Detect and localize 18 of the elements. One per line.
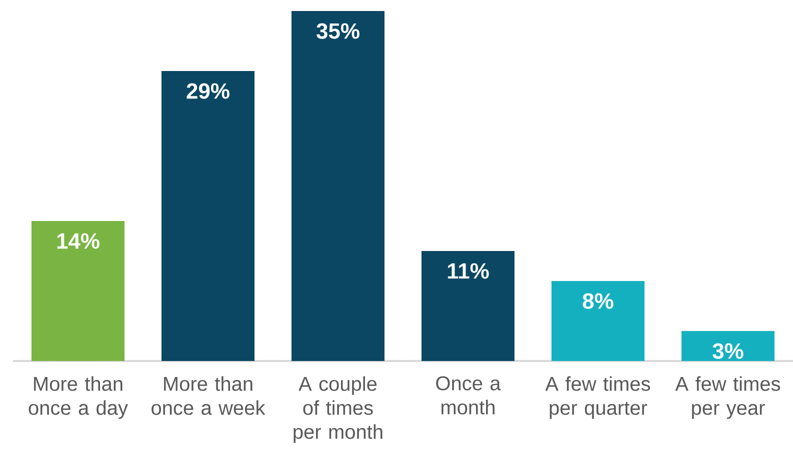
data-label: 35% xyxy=(316,23,360,39)
x-tick-label: More than once a day xyxy=(28,376,128,419)
bar xyxy=(552,280,644,361)
x-tick-label: Once a month xyxy=(436,376,501,414)
x-tick-label: A couple of times per month xyxy=(294,376,382,443)
data-label: 29% xyxy=(186,83,230,99)
bar xyxy=(162,70,255,361)
data-label: 14% xyxy=(57,233,100,249)
bar xyxy=(32,220,125,361)
x-tick-label: A few times per year xyxy=(675,376,780,419)
x-tick-label: A few times per quarter xyxy=(545,376,650,419)
data-label: 11% xyxy=(448,263,489,279)
data-label: 8% xyxy=(582,293,614,309)
data-label: 3% xyxy=(712,343,744,359)
x-tick-label: More than once a week xyxy=(152,376,266,415)
bar xyxy=(681,330,774,361)
bar xyxy=(292,10,384,361)
bar xyxy=(422,250,514,361)
